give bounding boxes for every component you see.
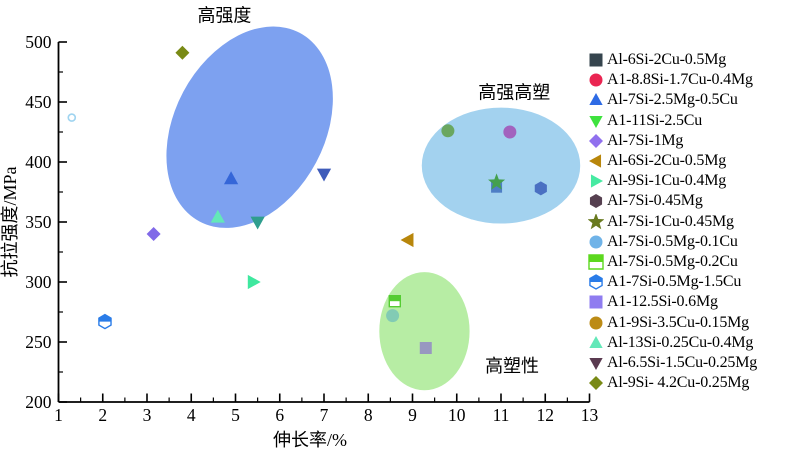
legend-marker-diamond xyxy=(589,376,603,391)
legend-label: A1-12.5Si-0.6Mg xyxy=(607,293,718,311)
x-tick-label: 11 xyxy=(493,405,510,425)
y-tick-label: 250 xyxy=(25,332,52,352)
region-ellipse-high-strength xyxy=(166,26,333,228)
point-4 xyxy=(146,227,161,241)
legend-item: Al-7Si-0.45Mg xyxy=(588,191,800,211)
legend-item: Al-7Si-1Mg xyxy=(588,131,800,151)
legend-label: A1-11Si-2.5Cu xyxy=(607,111,703,129)
y-tick-label: 400 xyxy=(25,152,52,172)
point-9 xyxy=(386,309,400,323)
legend-item: Al-6Si-2Cu-0.5Mg xyxy=(588,151,800,171)
legend-label: Al-7Si-1Cu-0.45Mg xyxy=(607,212,734,230)
point-1 xyxy=(503,125,517,139)
y-tick-label: 450 xyxy=(25,92,52,112)
legend-item: Al-6Si-2Cu-0.5Mg xyxy=(588,50,800,70)
legend-label: Al-7Si-0.5Mg-0.1Cu xyxy=(607,232,738,250)
point-12 xyxy=(419,342,432,354)
x-tick-label: 4 xyxy=(187,405,196,425)
point-5 xyxy=(400,232,414,248)
x-tick-label: 9 xyxy=(408,405,417,425)
region-label-high-plasticity: 高塑性 xyxy=(485,356,539,376)
legend-marker-star xyxy=(588,213,604,229)
legend-item: Al-7Si-2.5Mg-0.5Cu xyxy=(588,90,800,110)
extra-point-0 xyxy=(67,113,77,122)
legend-item: Al-13Si-0.25Cu-0.4Mg xyxy=(588,333,800,353)
x-tick-label: 8 xyxy=(364,405,373,425)
point-8 xyxy=(488,173,506,190)
point-13 xyxy=(441,124,455,138)
x-tick-label: 12 xyxy=(537,405,555,425)
legend-marker-triangle-down xyxy=(589,115,603,128)
legend-item: Al-7Si-1Cu-0.45Mg xyxy=(588,212,800,232)
point-15 xyxy=(316,168,332,182)
legend-marker-half-square xyxy=(588,254,604,270)
legend-marker-triangle-up xyxy=(589,335,603,348)
point-6 xyxy=(247,274,261,290)
x-tick-label: 6 xyxy=(275,405,284,425)
legend-label: Al-13Si-0.25Cu-0.4Mg xyxy=(607,333,754,351)
x-tick-label: 7 xyxy=(320,405,329,425)
legend-label: Al-7Si-2.5Mg-0.5Cu xyxy=(607,91,738,109)
point-0 xyxy=(491,181,503,193)
legend-item: A1-11Si-2.5Cu xyxy=(588,111,800,131)
legend-label: A1-9Si-3.5Cu-0.15Mg xyxy=(607,313,749,331)
x-tick-label: 3 xyxy=(143,405,152,425)
legend-item: Al-7Si-0.5Mg-0.1Cu xyxy=(588,232,800,252)
legend-marker-circle xyxy=(589,235,603,249)
legend-item: A1-12.5Si-0.6Mg xyxy=(588,292,800,312)
legend-item: A1-9Si-3.5Cu-0.15Mg xyxy=(588,312,800,332)
legend-marker-triangle-down xyxy=(589,357,603,370)
legend-marker-triangle-right xyxy=(590,174,603,188)
y-tick-label: 350 xyxy=(25,212,52,232)
point-3 xyxy=(250,216,265,230)
point-2 xyxy=(223,171,239,185)
legend-item: Al-9Si- 4.2Cu-0.25Mg xyxy=(588,373,800,393)
legend-marker-half-hexagon xyxy=(589,274,603,290)
x-tick-label: 2 xyxy=(98,405,107,425)
legend-item: Al-9Si-1Cu-0.4Mg xyxy=(588,171,800,191)
x-tick-label: 13 xyxy=(581,405,599,425)
legend: Al-6Si-2Cu-0.5Mg A1-8.8Si-1.7Cu-0.4Mg Al-7… xyxy=(588,50,800,393)
legend-marker-square xyxy=(589,53,603,67)
legend-item: A1-8.8Si-1.7Cu-0.4Mg xyxy=(588,70,800,90)
legend-label: Al-6Si-2Cu-0.5Mg xyxy=(607,152,727,170)
y-tick-label: 200 xyxy=(25,392,52,412)
point-11 xyxy=(98,314,112,322)
point-10 xyxy=(389,295,401,302)
legend-marker-hexagon xyxy=(589,194,603,209)
legend-item: Al-6.5Si-1.5Cu-0.25Mg xyxy=(588,353,800,373)
legend-item: Al-7Si-0.5Mg-0.2Cu xyxy=(588,252,800,272)
legend-item: A1-7Si-0.5Mg-1.5Cu xyxy=(588,272,800,292)
x-tick-label: 10 xyxy=(448,405,466,425)
legend-label: Al-7Si-1Mg xyxy=(607,131,684,149)
region-ellipse-high-plasticity xyxy=(379,272,470,391)
legend-marker-circle xyxy=(589,73,603,87)
legend-marker-triangle-up xyxy=(589,93,603,106)
legend-marker-square xyxy=(589,295,603,309)
y-tick-label: 500 xyxy=(25,32,52,52)
legend-marker-triangle-left xyxy=(589,154,602,168)
legend-label: Al-9Si-1Cu-0.4Mg xyxy=(607,172,727,190)
x-axis-title: 伸长率/% xyxy=(273,430,347,450)
legend-label: A1-7Si-0.5Mg-1.5Cu xyxy=(607,273,742,291)
region-label-high-strength: 高强度 xyxy=(197,6,251,26)
legend-label: Al-6Si-2Cu-0.5Mg xyxy=(607,51,727,69)
legend-label: Al-9Si- 4.2Cu-0.25Mg xyxy=(607,374,750,392)
y-tick-label: 300 xyxy=(25,272,52,292)
legend-label: A1-8.8Si-1.7Cu-0.4Mg xyxy=(607,71,753,89)
x-tick-label: 1 xyxy=(54,405,63,425)
legend-marker-diamond xyxy=(589,133,603,148)
legend-marker-circle xyxy=(589,316,603,330)
region-label-high-strength-high-plasticity: 高强高塑 xyxy=(478,82,550,102)
y-axis-title: 抗拉强度/MPa xyxy=(0,166,20,277)
point-16 xyxy=(175,45,190,60)
legend-label: Al-7Si-0.5Mg-0.2Cu xyxy=(607,252,738,270)
x-tick-label: 5 xyxy=(231,405,240,425)
legend-label: Al-7Si-0.45Mg xyxy=(607,192,703,210)
legend-label: Al-6.5Si-1.5Cu-0.25Mg xyxy=(607,353,758,371)
point-14 xyxy=(210,209,225,223)
point-7 xyxy=(534,181,547,196)
